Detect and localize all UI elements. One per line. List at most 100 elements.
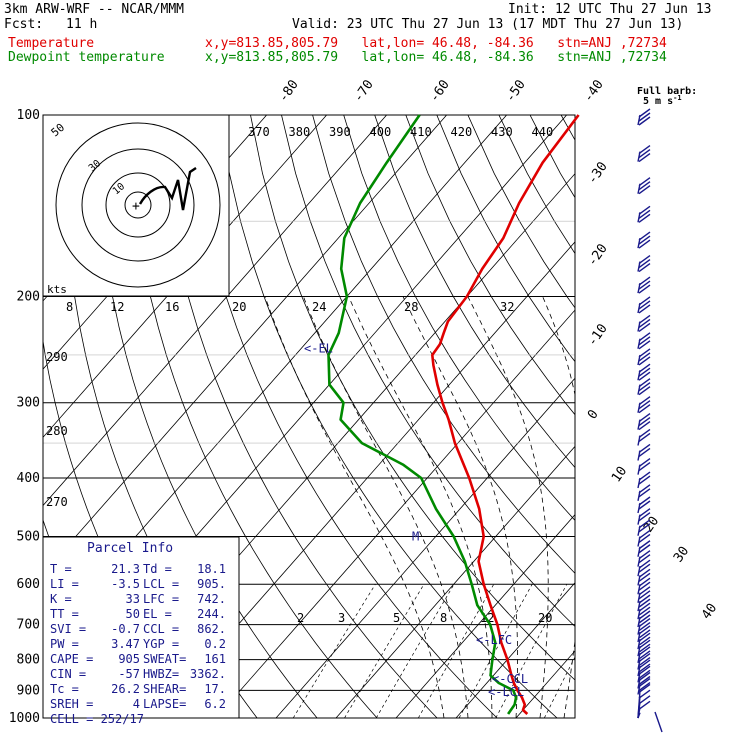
wind-barb-flag — [638, 663, 651, 673]
wind-barb-flag — [638, 598, 651, 608]
wind-barb-flag — [638, 386, 651, 396]
wind-barb-flag — [638, 572, 651, 582]
wind-barb-flag — [638, 213, 651, 223]
dewpoint-line — [327, 114, 518, 715]
wind-barb-flag — [638, 602, 651, 612]
parcel-param-name: T = — [50, 562, 72, 576]
parcel-param-name: CIN = — [50, 667, 86, 681]
isotherm-label: -30 — [585, 159, 611, 187]
parcel-param-name: SVI = — [50, 622, 86, 636]
wind-barb-flag — [638, 665, 651, 675]
wind-barb-flag — [638, 559, 651, 569]
mixing-ratio-line — [417, 584, 495, 718]
parcel-param-name: HWBZ= — [143, 667, 179, 681]
wind-barb-flag — [638, 625, 651, 635]
parcel-param-value: 905. — [197, 577, 226, 591]
dry-adiabat-line — [529, 115, 575, 199]
isotherm-line — [275, 377, 575, 718]
wind-barb-flag — [638, 396, 651, 406]
wind-barb-flag — [638, 421, 651, 431]
wind-barb-flag — [638, 400, 651, 410]
parcel-param-value: 50 — [126, 607, 140, 621]
mixing-ratio-label: 5 — [393, 611, 400, 625]
isotherm-label: 0 — [585, 407, 602, 422]
dry-adiabat-line — [654, 115, 740, 718]
isotherm-label: -60 — [427, 77, 453, 105]
hodograph-speed-tick: 28 — [404, 300, 418, 314]
theta-label: 410 — [410, 125, 432, 139]
wind-barb-flag — [638, 318, 651, 329]
isotherm-line — [43, 115, 447, 575]
isotherm-line — [43, 115, 327, 438]
wind-barb-flag — [638, 689, 651, 699]
level-annotation: <-EL — [304, 342, 333, 356]
wind-barb-flag — [638, 356, 651, 366]
parcel-param-value: -57 — [118, 667, 140, 681]
wind-barb-flag — [638, 209, 651, 219]
wind-barb-flag — [638, 622, 651, 632]
parcel-param-value: 244. — [197, 607, 226, 621]
storm-cell-motion: CELL = 252/17 — [50, 712, 144, 726]
wind-barb-flag — [638, 382, 651, 392]
wind-barb-flag — [638, 669, 651, 679]
wind-barb-flag — [638, 378, 651, 388]
wind-barb-flag — [638, 340, 651, 350]
wind-barb-flag — [638, 594, 651, 604]
wind-barb-flag — [638, 533, 651, 544]
parcel-param-value: 33 — [126, 592, 140, 606]
dewpoint-station-info: x,y=813.85,805.79 lat,lon= 46.48, -84.36… — [205, 50, 667, 65]
level-annotation: <-LCL — [488, 685, 524, 699]
parcel-param-name: Tc = — [50, 682, 79, 696]
wind-barb-flag — [638, 443, 651, 454]
hodograph: 10 30 50 + kts — [42, 114, 230, 297]
level-annotation: M — [412, 529, 419, 543]
wind-barb-staff — [637, 712, 641, 719]
hodograph-speed-ticks: 8 12 16 20 24 28 32 — [66, 300, 514, 314]
parcel-param-value: 862. — [197, 622, 226, 636]
parcel-info-frame — [42, 536, 240, 719]
wind-barb-flag — [638, 352, 651, 362]
pressure-tick-label: 300 — [17, 396, 40, 411]
wind-barb-flag — [638, 177, 651, 187]
parcel-param-name: LI = — [50, 577, 79, 591]
dry-adiabat-line — [685, 115, 740, 718]
wind-barb-flag — [638, 304, 651, 314]
parcel-param-value: -3.5 — [111, 577, 140, 591]
isotherm-line — [636, 115, 740, 718]
parcel-param-name: PW = — [50, 637, 79, 651]
wind-barb-flag — [638, 508, 651, 518]
wind-legend-value: 5 m s-1 — [643, 94, 682, 107]
wind-barb-flag — [638, 231, 651, 241]
wind-barb-column — [637, 108, 663, 733]
hodograph-speed-tick: 32 — [500, 300, 514, 314]
parcel-level-annotations: <-EL <-LFC <-CCL<-LCL M — [304, 342, 528, 699]
isotherm-line — [155, 241, 575, 718]
parcel-param-value: 6.2 — [204, 697, 226, 711]
dry-adiabat-line — [219, 115, 558, 718]
isotherm-labels: -80 -70 -60 -50 -40 -30 -20 -10 0 10 20 30 40 — [276, 77, 720, 622]
dry-adiabat-line — [374, 115, 575, 469]
isotherm-line — [515, 650, 575, 718]
pressure-tick-label: 700 — [17, 618, 40, 633]
sounding-curves — [327, 114, 580, 715]
isotherm-label: -10 — [585, 321, 611, 349]
parcel-info-panel: Parcel Info T = 21.3 Td = 18.1 LI = -3.5 LCL =… — [42, 536, 240, 726]
parcel-param-value: 161 — [204, 652, 226, 666]
theta-label: 270 — [46, 495, 68, 509]
mixing-ratio-label: 8 — [440, 611, 447, 625]
wind-barb-flag — [638, 681, 651, 692]
wind-barb-flag — [638, 683, 651, 693]
mixing-ratio-line — [344, 584, 425, 718]
parcel-param-value: 18.1 — [197, 562, 226, 576]
wind-barb-flag — [638, 348, 651, 358]
wind-barb-flag — [638, 332, 651, 342]
wind-barb-flag — [638, 488, 651, 498]
isotherm-label: -20 — [585, 241, 611, 269]
hodograph-ring-10 — [124, 191, 152, 219]
theta-label: 430 — [491, 125, 513, 139]
pressure-tick-label: 200 — [17, 290, 40, 305]
wind-barb-flag — [638, 475, 651, 485]
pressure-tick-label: 100 — [17, 108, 40, 123]
wind-barb-flag — [638, 677, 651, 688]
wind-barb-flag — [638, 181, 651, 191]
